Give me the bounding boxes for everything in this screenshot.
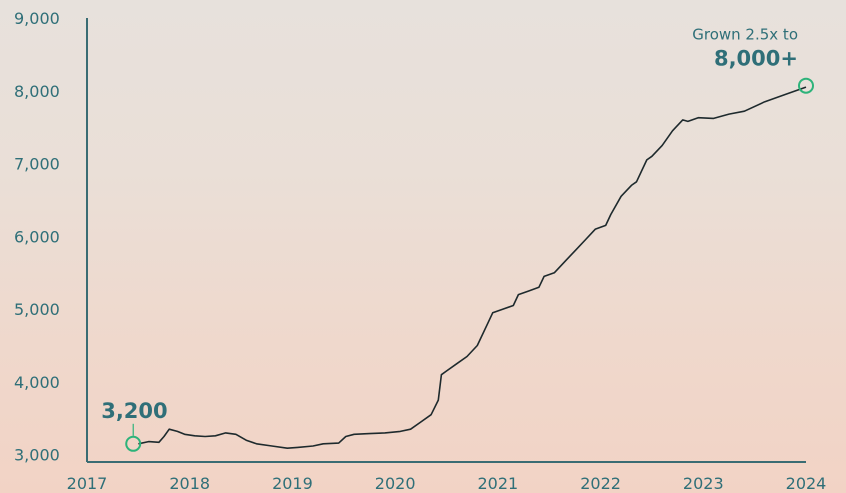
series-line [138,86,807,449]
y-tick-label: 7,000 [14,155,60,174]
x-tick-label: 2019 [272,474,313,493]
x-tick-label: 2017 [67,474,108,493]
x-tick-labels: 2017 2018 2019 2020 2021 2022 2023 2024 [67,474,827,493]
end-point-marker [798,77,814,94]
end-caption-label: Grown 2.5x to [692,26,798,44]
y-tick-label: 9,000 [14,9,60,28]
x-tick-label: 2018 [169,474,210,493]
y-tick-label: 6,000 [14,227,60,246]
y-tick-label: 5,000 [14,300,60,319]
y-tick-label: 8,000 [14,82,60,101]
start-point-marker [125,435,142,452]
y-tick-labels: 3,000 4,000 5,000 6,000 7,000 8,000 9,000 [14,9,60,465]
y-tick-label: 4,000 [14,373,60,392]
end-value-label: 8,000+ [714,47,798,71]
y-tick-label: 3,000 [14,446,60,465]
x-tick-label: 2023 [683,474,724,493]
x-tick-label: 2024 [786,474,827,493]
x-tick-label: 2020 [375,474,416,493]
x-tick-label: 2022 [580,474,621,493]
start-value-label: 3,200 [101,399,167,423]
annotations: 3,200 Grown 2.5x to 8,000+ [101,26,814,452]
x-tick-label: 2021 [477,474,518,493]
